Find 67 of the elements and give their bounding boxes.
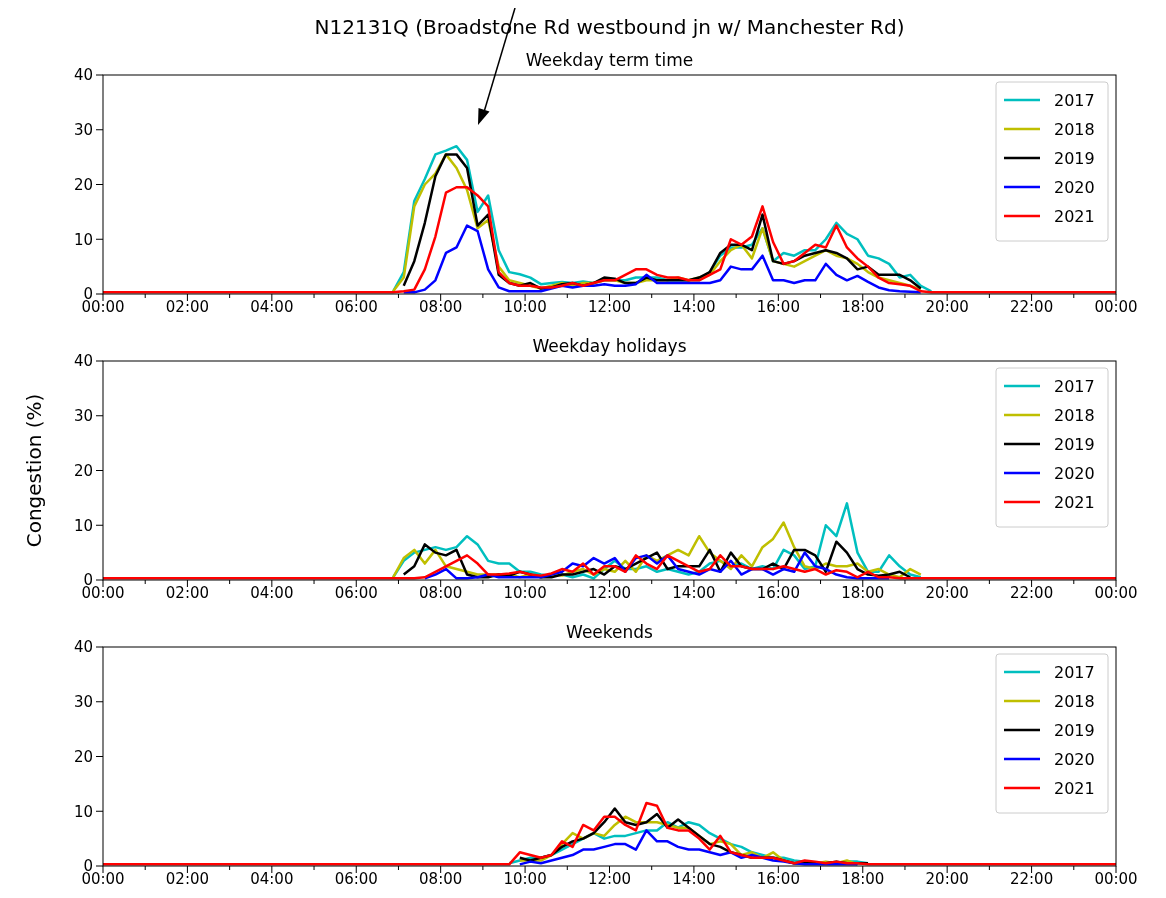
- x-tick-label: 22:00: [1009, 870, 1054, 888]
- x-tick-label: 16:00: [756, 870, 800, 888]
- legend-label: 2017: [1054, 90, 1095, 110]
- x-tick-label: 16:00: [756, 298, 800, 316]
- x-tick-label: 18:00: [841, 584, 885, 602]
- x-tick-label: 20:00: [925, 298, 969, 316]
- x-tick-label: 00:00: [1094, 298, 1138, 316]
- x-tick-label: 12:00: [587, 584, 632, 602]
- x-tick-label: 16:00: [756, 584, 800, 602]
- legend-label: 2018: [1054, 119, 1095, 139]
- x-tick-label: 20:00: [925, 870, 969, 888]
- chart-title: Weekday holidays: [532, 336, 687, 356]
- x-tick-label: 06:00: [334, 298, 378, 316]
- y-tick-label: 10: [73, 802, 93, 821]
- y-tick-label: 20: [73, 175, 93, 194]
- legend-label: 2018: [1054, 405, 1095, 425]
- y-tick-label: 20: [73, 747, 93, 766]
- y-axis-title: Congestion (%): [22, 393, 46, 548]
- x-tick-label: 00:00: [1094, 870, 1138, 888]
- y-tick-label: 30: [73, 407, 93, 425]
- x-tick-label: 12:00: [587, 870, 632, 888]
- x-tick-label: 10:00: [503, 870, 547, 888]
- y-tick-label: 40: [73, 638, 93, 657]
- x-tick-label: 10:00: [503, 584, 547, 602]
- x-tick-label: 14:00: [672, 870, 716, 888]
- legend-label: 2020: [1054, 177, 1095, 197]
- x-tick-label: 06:00: [334, 584, 378, 602]
- x-tick-label: 12:00: [587, 298, 632, 316]
- legend-label: 2021: [1054, 778, 1095, 798]
- x-tick-label: 02:00: [165, 298, 210, 316]
- legend-label: 2021: [1054, 492, 1095, 512]
- x-tick-label: 14:00: [672, 584, 716, 602]
- x-tick-label: 00:00: [1094, 584, 1138, 602]
- x-tick-label: 02:00: [165, 870, 210, 888]
- y-tick-label: 30: [73, 693, 93, 711]
- x-tick-label: 22:00: [1009, 298, 1054, 316]
- y-tick-label: 40: [73, 352, 93, 371]
- y-tick-label: 10: [73, 516, 93, 535]
- legend-label: 2019: [1054, 720, 1095, 740]
- legend-label: 2018: [1054, 691, 1095, 711]
- x-tick-label: 06:00: [334, 870, 378, 888]
- chart-title: Weekends: [566, 622, 654, 642]
- x-tick-label: 08:00: [419, 584, 463, 602]
- legend-label: 2020: [1054, 463, 1095, 483]
- x-tick-label: 18:00: [841, 870, 885, 888]
- x-tick-label: 20:00: [925, 584, 969, 602]
- legend-label: 2019: [1054, 434, 1095, 454]
- x-tick-label: 04:00: [250, 298, 294, 316]
- legend-label: 2017: [1054, 376, 1095, 396]
- legend-label: 2017: [1054, 662, 1095, 682]
- legend-label: 2020: [1054, 749, 1095, 769]
- y-tick-label: 10: [73, 230, 93, 249]
- x-tick-label: 14:00: [672, 298, 716, 316]
- x-tick-label: 08:00: [419, 870, 463, 888]
- x-tick-label: 04:00: [250, 870, 294, 888]
- x-tick-label: 04:00: [250, 584, 294, 602]
- y-tick-label: 40: [73, 66, 93, 85]
- y-tick-label: 20: [73, 461, 93, 480]
- x-tick-label: 02:00: [165, 584, 210, 602]
- legend-label: 2021: [1054, 206, 1095, 226]
- x-tick-label: 10:00: [503, 298, 547, 316]
- x-tick-label: 18:00: [841, 298, 885, 316]
- x-tick-label: 22:00: [1009, 584, 1054, 602]
- chart-subtitle: Weekday term time: [525, 50, 694, 70]
- y-tick-label: 30: [73, 121, 93, 139]
- legend-label: 2019: [1054, 148, 1095, 168]
- x-tick-label: 08:00: [419, 298, 463, 316]
